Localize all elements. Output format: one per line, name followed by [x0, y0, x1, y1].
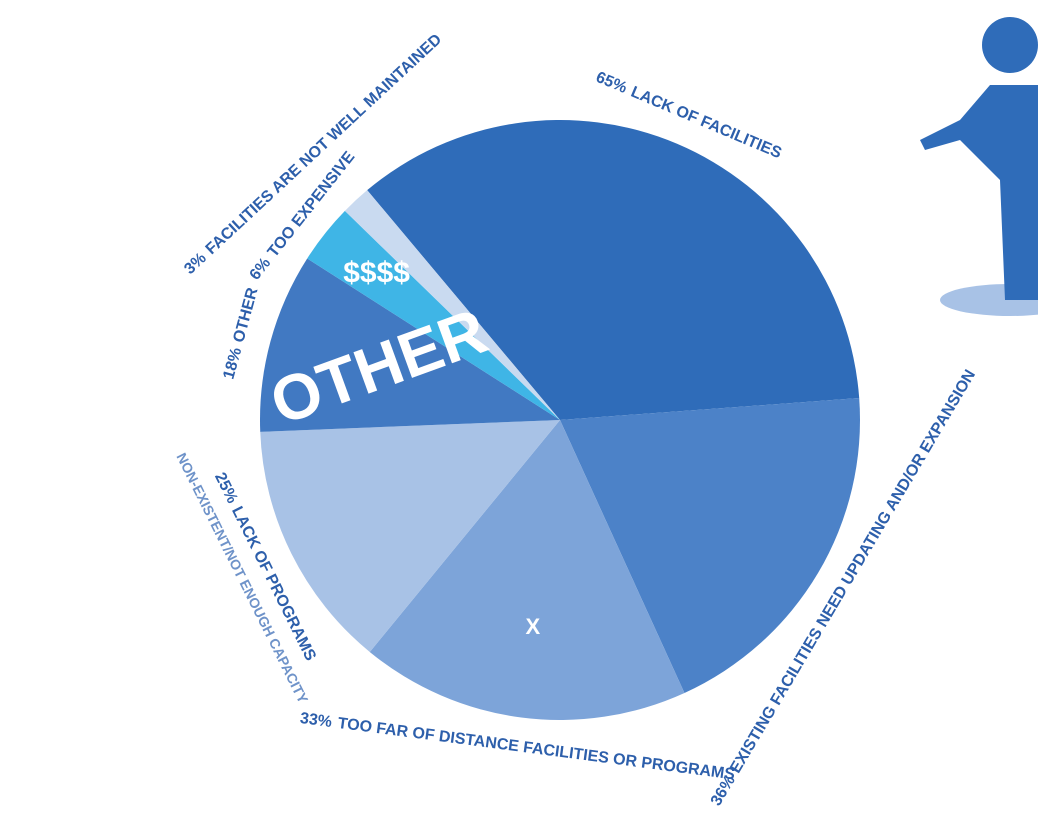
pie-slice [260, 420, 560, 652]
pie-slice [259, 258, 560, 432]
value-label: 33% [299, 710, 333, 731]
pie-slice [560, 398, 861, 693]
wedge-annotation: X [526, 614, 541, 639]
pie-slice [369, 420, 685, 720]
category-label: TOO FAR OF DISTANCE FACILITIES OR PROGRA… [337, 715, 736, 784]
pie-slice [307, 210, 560, 420]
value-label: 65% [593, 69, 629, 97]
slice-label: 33% TOO FAR OF DISTANCE FACILITIES OR PRO… [299, 710, 736, 784]
wedge-annotation: $$$$ [343, 257, 410, 290]
value-label: 3% [181, 250, 210, 278]
value-label: 25% [211, 470, 241, 506]
pie-slice [367, 119, 860, 420]
category-label: OTHER [231, 286, 262, 345]
slice-label: 18%OTHER [221, 286, 262, 382]
person-icon [920, 17, 1038, 316]
value-label: 6% [247, 255, 275, 284]
value-label: 18% [221, 346, 246, 381]
pie-slice [344, 190, 560, 420]
